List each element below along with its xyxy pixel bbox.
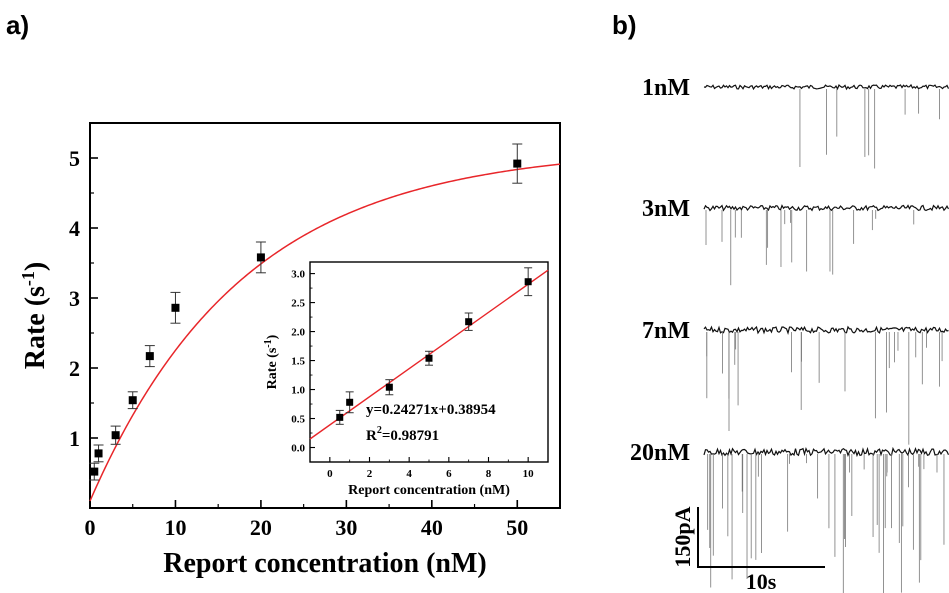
x-tick-label: 0 [85,515,96,540]
trace-label: 20nM [630,440,690,466]
y-tick-label: 0.5 [291,414,305,426]
trace-label: 3nM [642,196,690,222]
y-tick-label: 5 [69,146,80,171]
square-marker [256,253,265,262]
x-tick-label: 8 [486,468,492,480]
data-point [524,267,533,297]
x-tick-label: 2 [367,468,373,480]
r-squared: R2=0.98791 [366,425,439,444]
r-squared-value: =0.98791 [382,428,439,444]
y-axis-label: Rate (s-1) [263,334,280,389]
x-tick-label: 40 [421,515,443,540]
square-marker [465,318,473,326]
square-marker [524,278,532,286]
y-axis-label-close: ) [20,262,51,271]
fit-curve [89,163,561,502]
data-point [144,345,155,368]
data-point [512,143,523,184]
translocation-spikes [706,332,943,445]
plot-frame [89,122,561,509]
data-point [110,425,121,445]
data-point [127,391,138,410]
translocation-spikes [707,454,945,593]
y-axis-label-main: Rate (s [20,286,51,369]
x-tick-label: 50 [506,515,528,540]
y-axis-label: Rate (s-1) [18,262,51,370]
y-axis-label-close: ) [265,334,280,339]
current-trace [703,325,949,336]
data-point [93,444,104,463]
square-marker [111,431,120,440]
data-point [464,312,473,331]
trace-label: 1nM [642,75,690,101]
y-tick-label: 2 [69,356,80,381]
translocation-spikes [705,210,915,286]
x-tick-label: 20 [250,515,272,540]
r-squared-sup: 2 [377,425,382,436]
inset-chart: 0 2 4 6 8 10 0.0 0.5 1.0 1.5 2.0 2.5 3.0 Report conce… [263,261,549,498]
translocation-spikes [799,89,940,169]
data-point [345,391,354,414]
y-tick-label: 3.0 [291,269,305,281]
square-marker [94,449,103,458]
y-tick-label: 3 [69,286,80,311]
x-tick-label: 10 [164,515,186,540]
y-tick-label: 0.0 [291,443,305,455]
data-point [425,350,433,366]
x-axis-label: Report concentration (nM) [348,483,510,498]
scale-current-label: 150pA [670,506,695,567]
x-tick-label: 6 [446,468,452,480]
x-tick-label: 4 [406,468,412,480]
square-marker [346,398,354,406]
square-marker [171,303,180,312]
data-point [170,291,181,324]
y-axis-label-sup: -1 [263,339,274,347]
square-marker [425,354,433,362]
r-squared-prefix: R [366,428,377,444]
square-marker [90,467,99,476]
y-tick-label: 2.0 [291,327,305,339]
y-axis-label-main: Rate (s [265,347,280,389]
y-tick-label: 2.5 [291,298,305,310]
trace-label: 7nM [642,318,690,344]
fit-equation: y=0.24271x+0.38954 [366,402,496,418]
y-tick-label: 1 [69,426,80,451]
current-trace [703,446,949,458]
x-tick-label: 0 [327,468,333,480]
y-tick-label: 4 [69,216,80,241]
data-point [335,409,344,425]
x-tick-label: 30 [335,515,357,540]
data-point [255,241,266,274]
data-point [385,379,394,396]
square-marker [385,383,393,391]
x-tick-label: 10 [523,468,535,480]
traces-panel: 1nM 3nM 7nM 20nM 150pA 10s [630,75,949,593]
y-axis-label-sup: -1 [18,271,38,286]
current-trace [703,204,949,212]
square-marker [145,352,154,361]
y-tick-label: 1.0 [291,385,305,397]
panel-label-a: a) [6,10,29,40]
current-trace [703,83,949,91]
x-axis-label: Report concentration (nM) [163,548,486,579]
square-marker [128,396,137,405]
panel-label-b: b) [612,10,637,40]
square-marker [513,159,522,168]
data-point [89,462,100,481]
square-marker [336,413,344,421]
scale-time-label: 10s [746,569,777,593]
y-tick-label: 1.5 [291,356,305,368]
